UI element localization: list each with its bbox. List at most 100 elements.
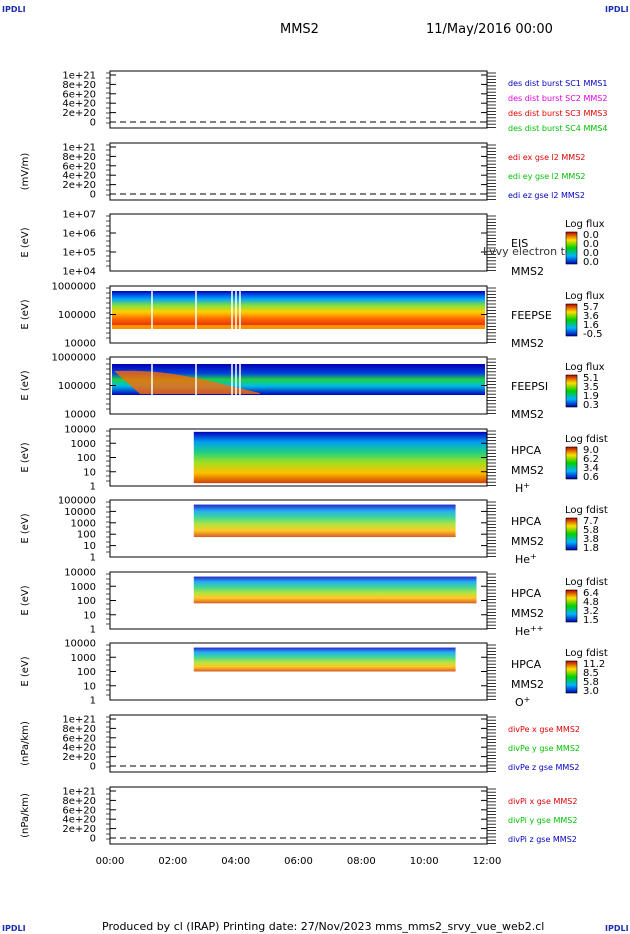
panel-6: 10000 1000 100 10 1 E (eV) HPCA MMS2 H+ Log fdist… xyxy=(20,425,608,496)
y-tick-label: 0 xyxy=(90,118,96,129)
colorbar-tick-label: 0.6 xyxy=(583,472,599,483)
legend-entry: des dist burst SC3 MMS3 xyxy=(508,109,607,118)
y-tick-label: 1000000 xyxy=(51,282,96,293)
colorbar-tick-label: 0.0 xyxy=(583,239,599,250)
y-tick-label: 10 xyxy=(83,681,96,692)
feepse-low-energy-band xyxy=(112,325,485,329)
legend-entry: des dist burst SC2 MMS2 xyxy=(508,94,607,103)
colorbar xyxy=(565,231,578,265)
species-label: He++ xyxy=(515,624,543,638)
footer-credit: Produced by cl (IRAP) Printing date: 27/… xyxy=(102,920,545,933)
colorbar-title: Log flux xyxy=(565,291,605,302)
y-tick-label: 2e+20 xyxy=(62,752,96,763)
spacecraft-title: MMS2 xyxy=(280,22,319,37)
y-tick-label: 1000 xyxy=(71,582,96,593)
legend-entry: divPe z gse MMS2 xyxy=(508,763,579,772)
colorbar-title: Log fdist xyxy=(565,505,608,516)
y-tick-label: 10000 xyxy=(64,410,96,421)
y-tick-label: 100 xyxy=(77,596,96,607)
colorbar-tick-label: 1.8 xyxy=(583,543,599,554)
time-tick-label: 06:00 xyxy=(284,856,313,867)
spacecraft-label: MMS2 xyxy=(511,408,544,421)
y-axis-label: (nPa/km) xyxy=(20,721,31,766)
instrument-label: HPCA xyxy=(511,515,542,528)
spacecraft-label: MMS2 xyxy=(511,607,544,620)
species-charge: + xyxy=(524,695,531,704)
colorbar xyxy=(565,517,578,551)
colorbar-tick-label: 0.3 xyxy=(583,400,599,411)
y-tick-label: 1000 xyxy=(71,439,96,450)
species-label: He+ xyxy=(515,552,537,566)
y-tick-label: 2e+20 xyxy=(62,180,96,191)
y-tick-label: 6e+20 xyxy=(62,161,96,172)
y-tick-label: 100 xyxy=(77,530,96,541)
colorbar-title: Log fdist xyxy=(565,648,608,659)
y-tick-label: 10000 xyxy=(64,507,96,518)
date-title: 11/May/2016 00:00 xyxy=(426,22,553,37)
colorbar-tick-label: 6.4 xyxy=(583,588,599,599)
colorbar-tick-label: 3.6 xyxy=(583,311,599,322)
overlay-text: Lvvy electron to xyxy=(483,245,572,258)
colorbar-tick-label: 0.0 xyxy=(583,248,599,259)
spacecraft-label: MMS2 xyxy=(511,535,544,548)
y-tick-label: 1e+04 xyxy=(62,267,96,278)
y-tick-label: 2e+20 xyxy=(62,824,96,835)
colorbar-tick-label: 3.5 xyxy=(583,382,599,393)
y-tick-label: 100 xyxy=(77,667,96,678)
colorbar-tick-label: 5.1 xyxy=(583,373,599,384)
spacecraft-label: MMS2 xyxy=(511,265,544,278)
colorbar-title: Log flux xyxy=(565,219,605,230)
y-tick-label: 10 xyxy=(83,610,96,621)
time-tick-label: 00:00 xyxy=(96,856,125,867)
colorbar-title: Log fdist xyxy=(565,434,608,445)
time-tick-label: 08:00 xyxy=(347,856,376,867)
colorbar-tick-label: 6.2 xyxy=(583,454,599,465)
panel-4: 1000000 100000 10000 E (eV) FEEPSE MMS2 Log fl… xyxy=(20,282,605,351)
y-tick-label: 1 xyxy=(90,482,96,493)
colorbar-tick-label: 0.0 xyxy=(583,230,599,241)
y-tick-label: 4e+20 xyxy=(62,171,96,182)
y-tick-label: 1 xyxy=(90,625,96,636)
y-tick-label: 8e+20 xyxy=(62,152,96,163)
time-tick-label: 10:00 xyxy=(410,856,439,867)
instrument-label: HPCA xyxy=(511,587,542,600)
colorbar-tick-label: 1.5 xyxy=(583,615,599,626)
y-tick-label: 10 xyxy=(83,467,96,478)
colorbar-tick-label: 7.7 xyxy=(583,516,599,527)
y-tick-label: 4e+20 xyxy=(62,815,96,826)
y-tick-label: 1 xyxy=(90,696,96,707)
colorbar-tick-label: 5.8 xyxy=(583,525,599,536)
instrument-label: FEEPSI xyxy=(511,380,548,393)
y-tick-label: 1e+05 xyxy=(62,248,96,259)
colorbar xyxy=(565,446,578,480)
corner-logo-top-right: IPDLI xyxy=(605,5,629,14)
y-tick-label: 6e+20 xyxy=(62,89,96,100)
instrument-label: HPCA xyxy=(511,444,542,457)
legend-entry: divPi z gse MMS2 xyxy=(508,835,577,844)
time-tick-label: 02:00 xyxy=(158,856,187,867)
hpca-spectrogram-fill xyxy=(193,504,456,538)
y-tick-label: 1000 xyxy=(71,653,96,664)
corner-logo-bottom-left: IPDLI xyxy=(2,924,26,933)
species-label: H+ xyxy=(515,481,530,495)
colorbar-title: Log flux xyxy=(565,362,605,373)
colorbar-title: Log fdist xyxy=(565,577,608,588)
y-tick-label: 100000 xyxy=(58,310,96,321)
y-tick-label: 4e+20 xyxy=(62,99,96,110)
species-charge: ++ xyxy=(530,624,543,633)
feepse-spectrogram-fill xyxy=(112,291,485,329)
spacecraft-label: MMS2 xyxy=(511,337,544,350)
legend-entry: divPe y gse MMS2 xyxy=(508,744,580,753)
colorbar-tick-label: 3.4 xyxy=(583,463,599,474)
legend-entry: des dist burst SC4 MMS4 xyxy=(508,124,607,133)
corner-logo-top-left: IPDLI xyxy=(2,5,26,14)
species-label: O+ xyxy=(515,695,530,709)
y-axis-label: E (eV) xyxy=(20,513,31,543)
instrument-label: HPCA xyxy=(511,658,542,671)
colorbar-tick-label: -0.5 xyxy=(583,329,603,340)
y-tick-label: 0 xyxy=(90,190,96,201)
y-tick-label: 0 xyxy=(90,834,96,845)
colorbar-tick-label: 5.7 xyxy=(583,302,599,313)
